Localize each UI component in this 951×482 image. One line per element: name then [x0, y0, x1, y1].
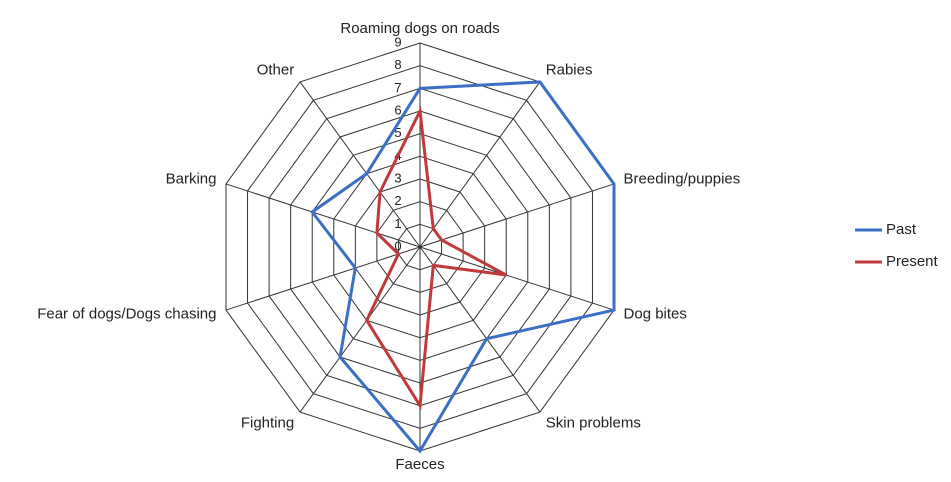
r-tick-label: 5 [394, 125, 401, 140]
spoke [419, 81, 541, 248]
spoke [299, 246, 421, 413]
category-label: Dog bites [624, 305, 687, 322]
category-label: Other [257, 62, 295, 79]
spoke [299, 81, 421, 248]
spoke [419, 246, 615, 311]
legend-label: Past [886, 221, 917, 238]
spoke [419, 183, 615, 248]
spoke [225, 246, 421, 311]
category-label: Skin problems [546, 414, 641, 431]
category-label: Fear of dogs/Dogs chasing [37, 305, 216, 322]
category-label: Fighting [241, 414, 294, 431]
category-label: Roaming dogs on roads [340, 20, 499, 37]
spoke [225, 183, 421, 248]
series-line [364, 105, 507, 411]
r-tick-label: 7 [394, 80, 401, 95]
category-label: Faeces [395, 456, 444, 473]
r-tick-label: 9 [394, 34, 401, 49]
r-tick-label: 2 [394, 193, 401, 208]
r-tick-label: 0 [394, 238, 401, 253]
category-label: Breeding/puppies [624, 171, 741, 188]
r-tick-label: 6 [394, 102, 401, 117]
category-label: Rabies [546, 62, 593, 79]
r-tick-label: 8 [394, 57, 401, 72]
r-tick-label: 3 [394, 170, 401, 185]
series-line [310, 80, 616, 454]
legend-label: Present [886, 253, 939, 270]
category-label: Barking [166, 171, 217, 188]
spoke [419, 246, 541, 413]
r-tick-label: 1 [394, 216, 401, 231]
